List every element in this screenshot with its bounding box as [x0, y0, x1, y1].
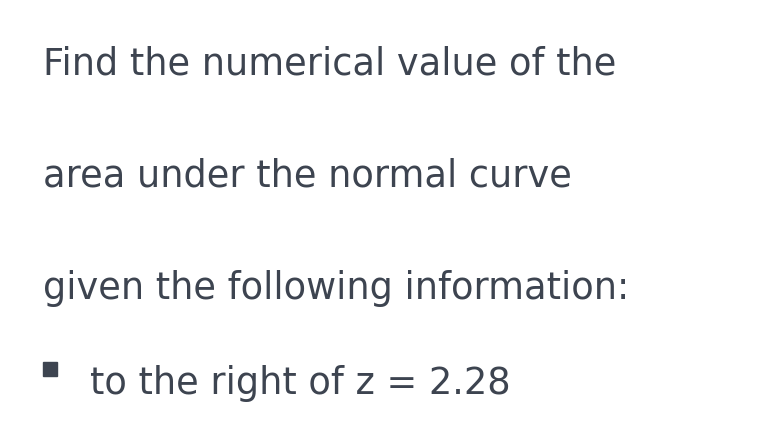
Text: Find the numerical value of the: Find the numerical value of the — [43, 45, 616, 83]
Text: given the following information:: given the following information: — [43, 270, 629, 307]
Text: area under the normal curve: area under the normal curve — [43, 158, 572, 195]
Text: to the right of z = 2.28: to the right of z = 2.28 — [90, 365, 510, 402]
